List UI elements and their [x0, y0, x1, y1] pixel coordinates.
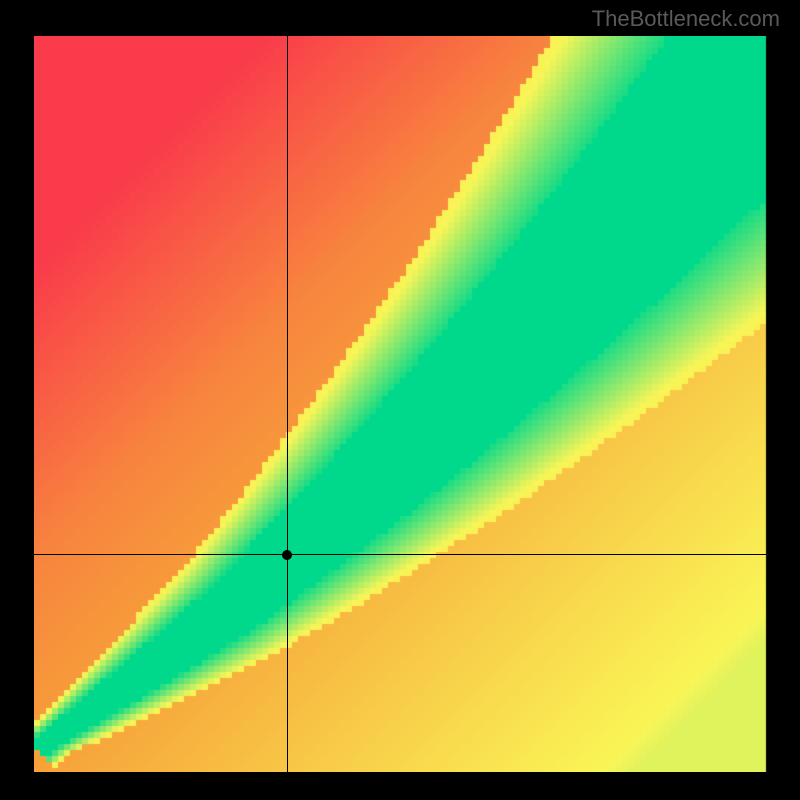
crosshair-horizontal: [34, 554, 768, 555]
crosshair-vertical: [287, 36, 288, 772]
plot-frame: [34, 36, 768, 772]
watermark-text: TheBottleneck.com: [592, 6, 780, 32]
chart-container: TheBottleneck.com: [0, 0, 800, 800]
heatmap-canvas: [34, 36, 768, 772]
crosshair-marker: [282, 550, 292, 560]
